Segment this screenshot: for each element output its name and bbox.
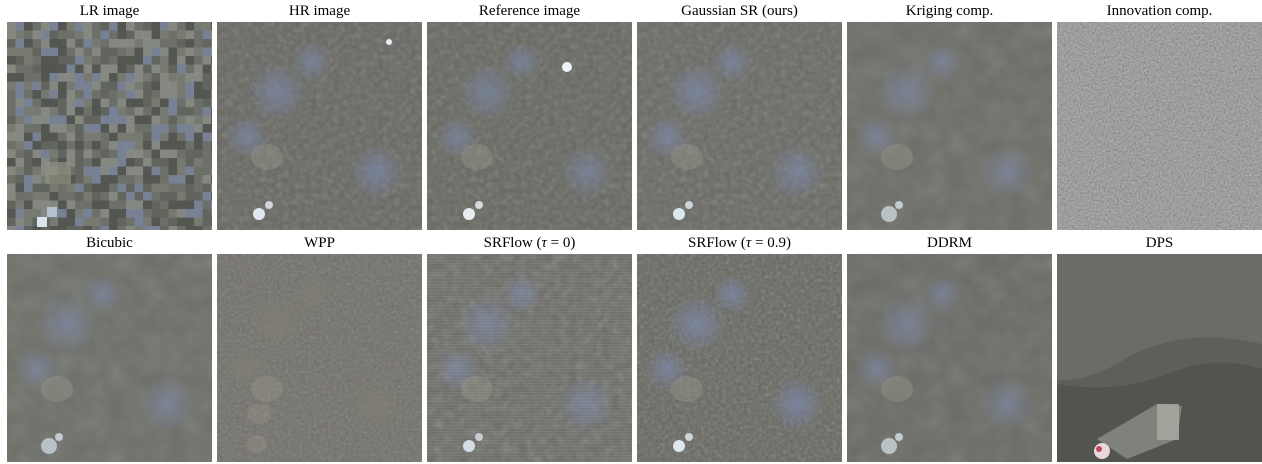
label-variable: τ: [541, 235, 547, 251]
panel-label: LR image: [79, 3, 140, 19]
panel-label: SRFlow (τ = 0): [427, 232, 632, 254]
panel-image: [217, 22, 422, 230]
panel-image: [7, 254, 212, 462]
panel-image: [427, 254, 632, 462]
label-variable: τ: [745, 235, 752, 251]
texture-image: [847, 254, 1052, 462]
panel-label: WPP: [304, 235, 335, 251]
panel-ddrm: DDRM: [847, 232, 1052, 462]
texture-image: [637, 22, 842, 230]
panel-kriging-comp: Kriging comp.: [847, 0, 1052, 230]
texture-image: [847, 22, 1052, 230]
panel-image: [1057, 22, 1262, 230]
panel-bicubic: Bicubic: [7, 232, 212, 462]
panel-label: HR image: [288, 3, 351, 19]
texture-image: [1057, 22, 1262, 230]
panel-label: SRFlow (τ = 0.9): [637, 232, 842, 254]
texture-image: [1057, 254, 1262, 462]
panel-image: [1057, 254, 1262, 462]
panel-image: [427, 22, 632, 230]
panel-label: Innovation comp.: [1106, 3, 1213, 19]
panel-gaussian-sr-ours: Gaussian SR (ours): [637, 0, 842, 230]
panel-image: [7, 22, 212, 230]
panel-image: [217, 254, 422, 462]
panel-lr-image: LR image: [7, 0, 212, 230]
panel-srflow-0-9: SRFlow (τ = 0.9): [637, 232, 842, 462]
panel-label: DDRM: [926, 235, 972, 251]
panel-dps: DPS: [1057, 232, 1262, 462]
panel-innovation-comp: Innovation comp.: [1057, 0, 1262, 230]
panel-label: Gaussian SR (ours): [681, 3, 798, 19]
texture-image: [217, 254, 422, 462]
panel-image: [637, 22, 842, 230]
texture-image: [7, 254, 212, 462]
label-prefix: SRFlow (: [483, 235, 542, 251]
texture-image: [217, 22, 422, 230]
panel-hr-image: HR image: [217, 0, 422, 230]
panel-srflow-0: SRFlow (τ = 0): [427, 232, 632, 462]
panel-wpp: WPP: [217, 232, 422, 462]
texture-image: [637, 254, 842, 462]
panel-label: Kriging comp.: [905, 3, 994, 19]
texture-image: [427, 22, 632, 230]
panel-reference-image: Reference image: [427, 0, 632, 230]
label-prefix: SRFlow (: [687, 235, 746, 251]
label-suffix: = 0): [546, 235, 576, 251]
panel-label: DPS: [1145, 235, 1174, 251]
panel-image: [847, 254, 1052, 462]
panel-label: Bicubic: [86, 235, 133, 251]
texture-image: [427, 254, 632, 462]
label-suffix: = 0.9): [751, 235, 792, 251]
texture-image: [7, 22, 212, 230]
panel-image: [637, 254, 842, 462]
panel-image: [847, 22, 1052, 230]
panel-label: Reference image: [478, 3, 581, 19]
